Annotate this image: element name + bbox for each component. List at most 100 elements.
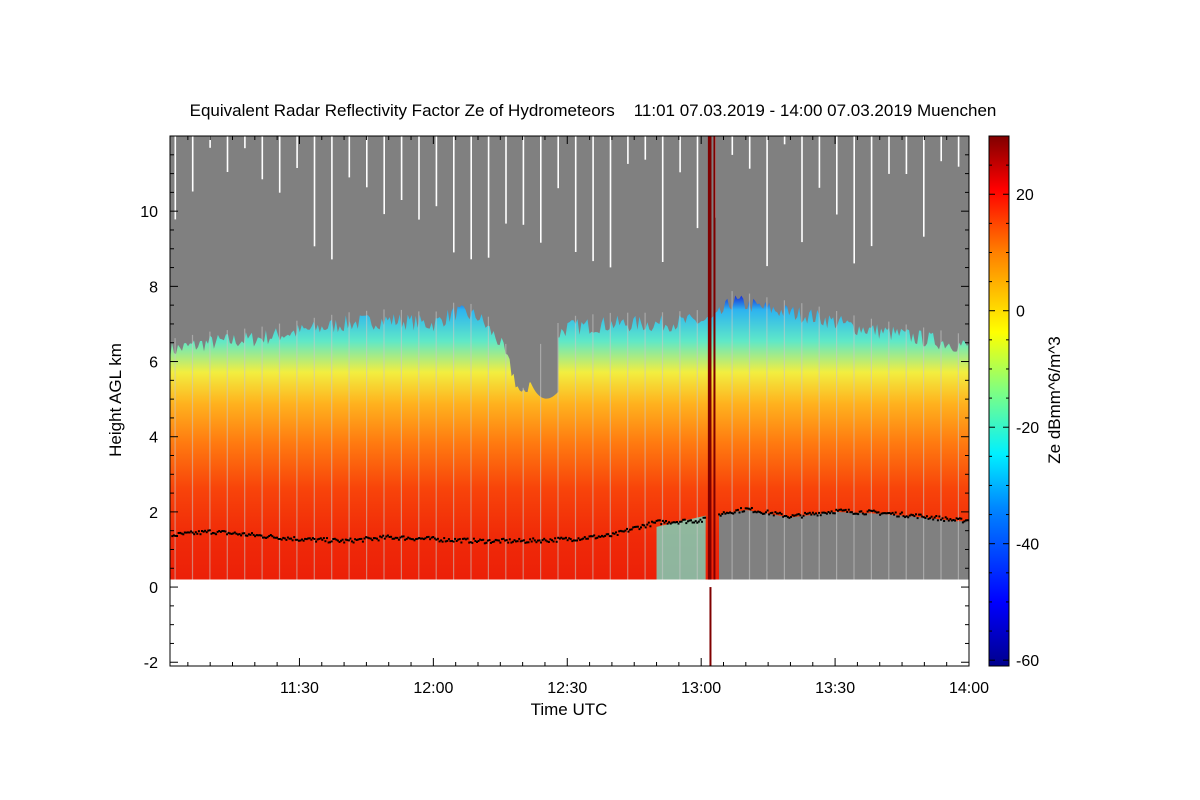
cloud-base-point xyxy=(925,515,928,518)
cloud-base-point xyxy=(526,541,528,544)
cloud-base-point xyxy=(349,537,352,540)
cloud-base-point xyxy=(315,540,318,543)
cloud-base-point xyxy=(422,538,425,541)
cloud-base-point xyxy=(210,532,213,535)
cloud-base-point xyxy=(465,538,467,541)
cloud-base-point xyxy=(777,512,780,515)
cloud-base-point xyxy=(940,518,942,521)
cloud-base-point xyxy=(277,538,280,540)
cloud-base-point xyxy=(780,513,783,516)
cloud-base-point xyxy=(358,538,361,540)
artifact-streak xyxy=(644,136,647,160)
cloud-base-point xyxy=(868,509,871,512)
artifact-streak xyxy=(261,136,264,180)
cloud-base-point xyxy=(813,513,816,516)
cloud-base-point xyxy=(260,534,263,537)
cloud-base-point xyxy=(201,530,203,532)
cloud-base-point xyxy=(538,539,541,542)
cloud-base-point xyxy=(511,540,514,543)
cloud-base-point xyxy=(765,511,767,514)
cloud-base-point xyxy=(786,516,789,519)
profile-gap-line xyxy=(957,333,959,580)
cloud-base-point xyxy=(497,539,500,542)
cloud-base-point xyxy=(227,531,230,534)
cloud-base-point xyxy=(188,531,191,534)
x-tick-label: 13:00 xyxy=(681,680,721,697)
cloud-base-point xyxy=(501,538,503,541)
drizzle-region xyxy=(656,515,706,580)
cloud-base-point xyxy=(299,539,302,542)
cloud-base-point xyxy=(586,537,589,540)
cloud-base-point xyxy=(938,515,941,518)
cloud-base-point xyxy=(865,513,867,516)
cloud-base-point xyxy=(821,511,824,514)
bad-data-bar xyxy=(707,136,712,580)
cloud-base-point xyxy=(805,513,808,515)
cloud-base-point xyxy=(863,513,866,516)
cloud-base-point xyxy=(872,509,875,512)
profile-gap-line xyxy=(661,312,664,580)
cloud-base-point xyxy=(216,530,219,533)
profile-gap-line xyxy=(313,317,315,580)
cloud-base-point xyxy=(557,536,560,539)
cloud-base-point xyxy=(679,520,682,523)
profile-gap-line xyxy=(348,312,350,580)
profile-gap-line xyxy=(174,338,176,580)
cloud-base-point xyxy=(593,534,596,537)
cloud-base-point xyxy=(435,538,438,541)
cloud-base-point xyxy=(176,535,178,537)
cloud-base-point xyxy=(674,521,677,524)
y-tick-label: 4 xyxy=(149,430,158,447)
cloud-base-point xyxy=(397,538,400,541)
artifact-streak xyxy=(888,136,890,174)
cloud-base-point xyxy=(449,540,452,543)
cloud-base-point xyxy=(207,529,210,532)
profile-gap-line xyxy=(191,334,194,580)
cloud-base-point xyxy=(288,537,291,540)
cloud-base-point xyxy=(533,539,536,542)
cloud-base-point xyxy=(680,520,683,523)
colorbar-tick-label: -40 xyxy=(1016,537,1039,554)
cloud-base-point xyxy=(479,538,482,541)
cloud-base-point xyxy=(326,537,328,540)
cloud-base-point xyxy=(915,513,917,516)
cloud-base-point xyxy=(833,512,836,515)
cloud-base-point xyxy=(447,538,450,541)
artifact-streak xyxy=(383,136,385,215)
cloud-base-point xyxy=(240,534,243,537)
cloud-base-point xyxy=(376,537,378,540)
y-tick-label: -2 xyxy=(144,655,158,672)
cloud-base-point xyxy=(238,533,241,536)
cloud-base-point xyxy=(436,537,439,540)
cloud-base-point xyxy=(652,521,655,524)
cloud-base-point xyxy=(952,519,955,521)
bad-data-bar xyxy=(713,136,716,580)
cloud-base-point xyxy=(565,536,567,539)
cloud-base-point xyxy=(294,538,297,541)
cloud-base-point xyxy=(357,538,360,541)
cloud-base-point xyxy=(554,537,557,540)
cloud-base-point xyxy=(346,539,349,542)
cloud-base-point xyxy=(844,508,847,511)
profile-gap-line xyxy=(487,316,489,580)
cloud-base-point xyxy=(676,521,678,523)
profile-gap-line xyxy=(400,309,402,580)
cloud-base-point xyxy=(729,511,732,514)
cloud-base-point xyxy=(440,539,443,542)
cloud-base-point xyxy=(810,513,813,516)
cloud-base-point xyxy=(732,512,735,515)
artifact-streak xyxy=(296,136,298,168)
artifact-streak xyxy=(905,136,908,174)
cloud-base-point xyxy=(607,533,610,536)
cloud-base-point xyxy=(682,518,685,521)
cloud-base-point xyxy=(832,512,835,515)
cloud-base-point xyxy=(608,535,611,538)
cloud-base-point xyxy=(852,512,855,515)
cloud-base-point xyxy=(811,511,814,514)
cloud-base-point xyxy=(825,512,828,515)
artifact-streak xyxy=(766,136,768,267)
cloud-base-point xyxy=(936,519,939,522)
cloud-base-point xyxy=(630,528,633,531)
cloud-base-point xyxy=(243,532,246,535)
